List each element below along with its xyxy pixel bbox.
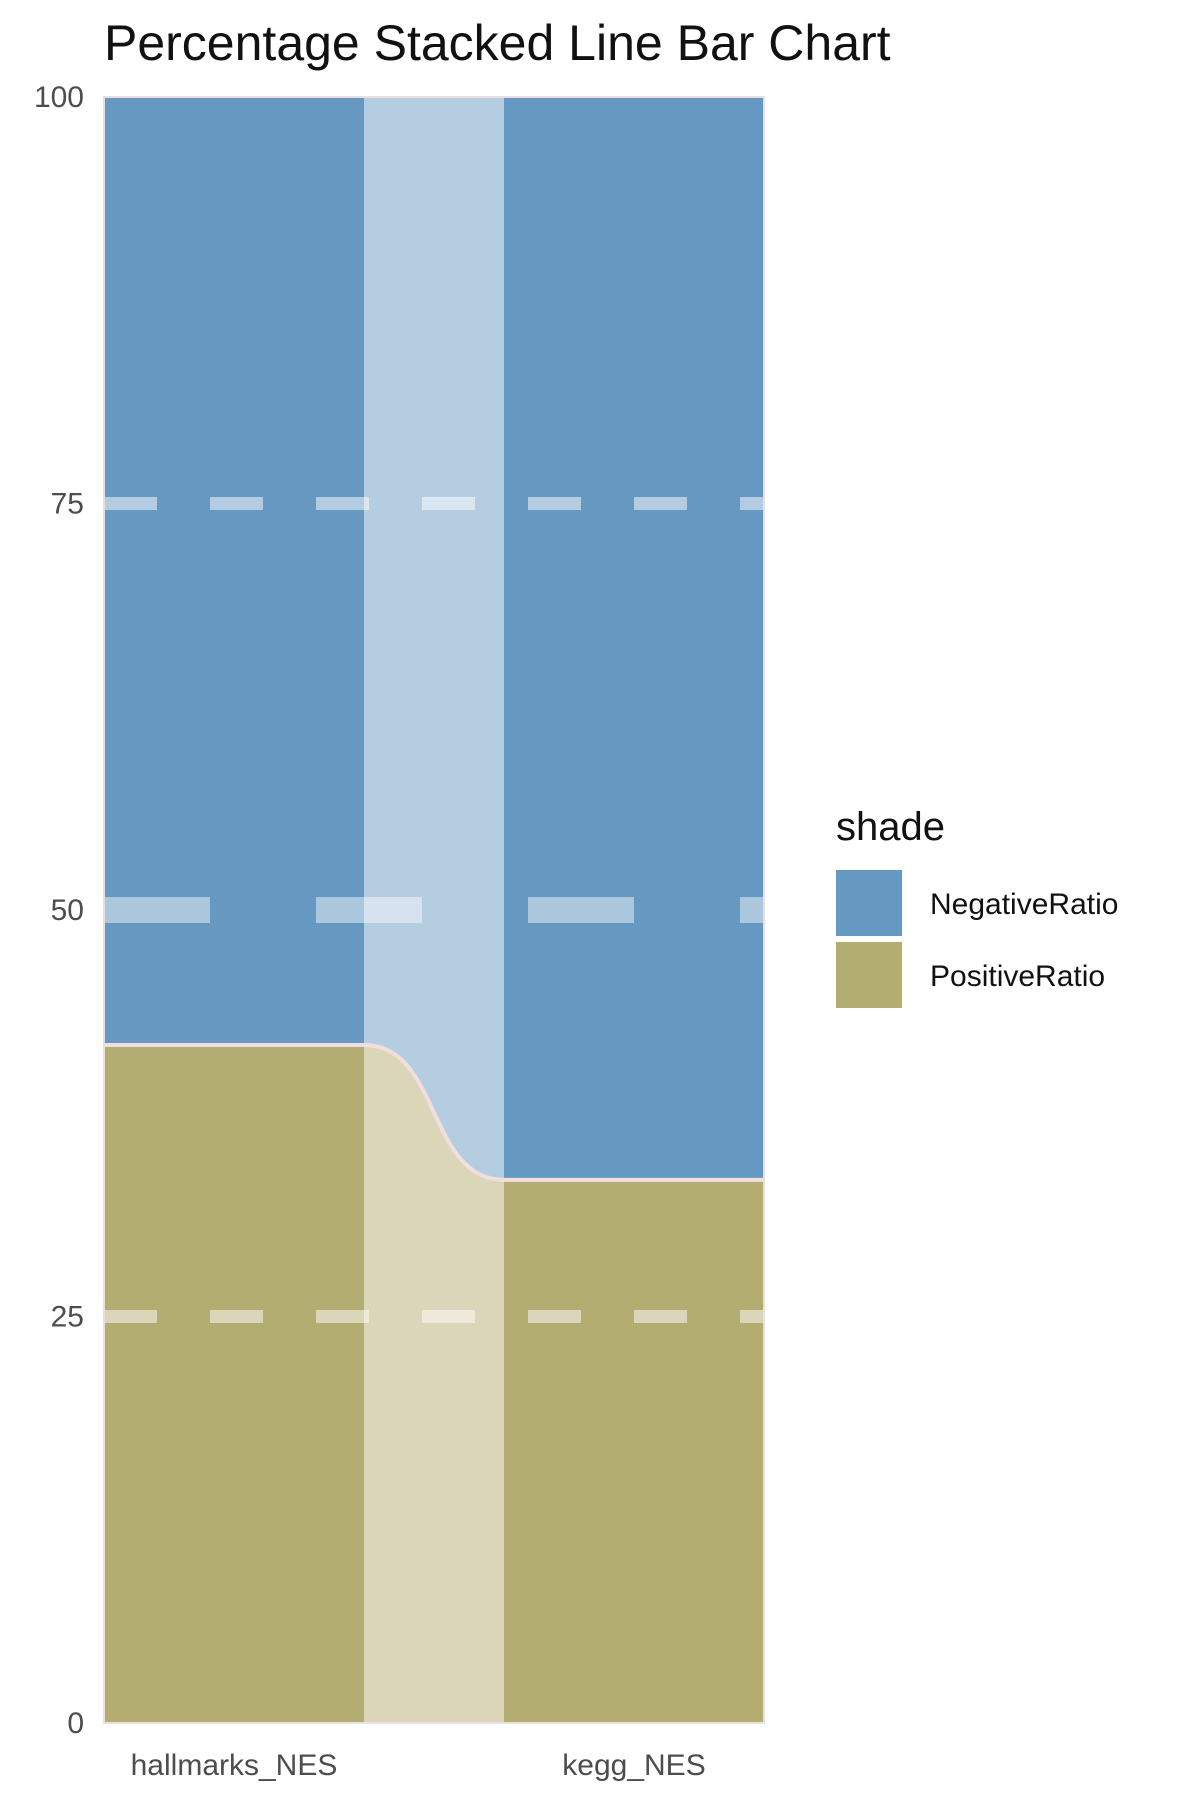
legend-key-PositiveRatio xyxy=(836,942,902,1008)
bar-positive-kegg_NES xyxy=(504,1179,764,1723)
legend-title: shade xyxy=(836,805,945,849)
legend-key-NegativeRatio xyxy=(836,870,902,936)
bar-negative-kegg_NES xyxy=(504,97,764,1180)
legend-label-NegativeRatio: NegativeRatio xyxy=(930,888,1118,921)
y-tick-label-75: 75 xyxy=(51,488,84,521)
bar-positive-hallmarks_NES xyxy=(104,1044,364,1723)
y-tick-label-50: 50 xyxy=(51,894,84,927)
y-tick-label-0: 0 xyxy=(67,1707,84,1740)
legend: shade NegativeRatio PositiveRatio xyxy=(836,805,1118,1008)
x-tick-label-kegg_NES: kegg_NES xyxy=(562,1749,705,1782)
y-tick-label-25: 25 xyxy=(51,1301,84,1334)
plot-frame xyxy=(103,96,765,1724)
chart-title: Percentage Stacked Line Bar Chart xyxy=(104,15,891,71)
boundary-line xyxy=(104,1042,764,1182)
axis-layer: 0 25 50 75 100 hallmarks_NES kegg_NES xyxy=(34,81,706,1782)
band-layer xyxy=(364,97,504,1723)
x-tick-label-hallmarks_NES: hallmarks_NES xyxy=(131,1749,338,1782)
bar-layer xyxy=(104,97,764,1723)
y-tick-label-100: 100 xyxy=(34,81,84,114)
boundary-layer xyxy=(103,96,765,1724)
bar-negative-hallmarks_NES xyxy=(104,97,364,1045)
legend-label-PositiveRatio: PositiveRatio xyxy=(930,960,1105,993)
grid-layer xyxy=(104,497,764,1323)
band-positive xyxy=(364,1044,504,1723)
band-negative xyxy=(364,97,504,1180)
